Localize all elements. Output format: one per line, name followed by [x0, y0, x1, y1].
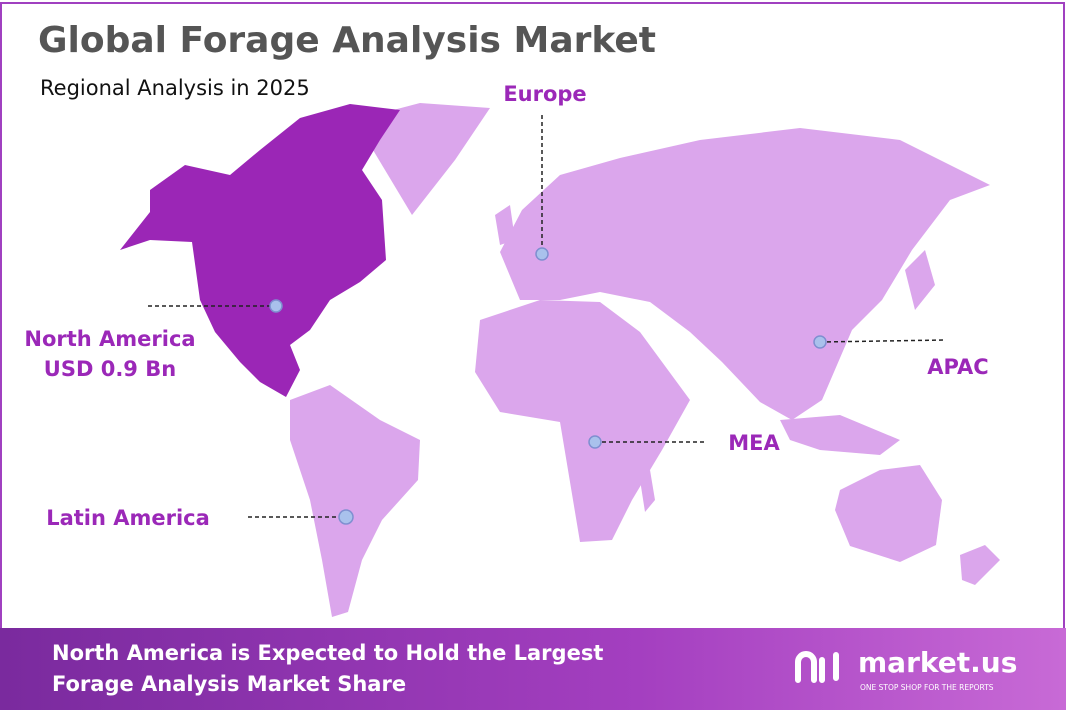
marker	[535, 247, 549, 261]
logo-tagline: ONE STOP SHOP FOR THE REPORTS	[860, 683, 994, 692]
greenland	[355, 103, 490, 215]
region-label: Latin America	[46, 506, 210, 530]
leader-lines	[148, 115, 946, 518]
region-label: Europe	[503, 82, 586, 106]
marker	[813, 335, 827, 349]
madagascar	[640, 470, 655, 512]
africa	[475, 300, 690, 542]
marker	[338, 509, 354, 525]
subtitle: Regional Analysis in 2025	[40, 76, 310, 100]
footer-text: North America is Expected to Hold the La…	[52, 641, 603, 665]
logo-name: market.us	[858, 646, 1017, 679]
title: Global Forage Analysis Market	[38, 20, 656, 61]
japan	[905, 250, 935, 310]
new-zealand	[960, 545, 1000, 585]
southeast-asia-islands	[780, 415, 900, 455]
australia	[835, 465, 942, 562]
british-isles	[495, 205, 515, 245]
region-label: MEA	[728, 431, 780, 455]
marker	[588, 435, 602, 449]
region-markers	[269, 247, 827, 525]
footer-band	[0, 628, 1066, 710]
marker	[269, 299, 283, 313]
region-value: USD 0.9 Bn	[44, 357, 176, 381]
region-label: North America	[24, 327, 195, 351]
south-america	[290, 385, 420, 617]
region-label: APAC	[927, 355, 988, 379]
footer-text: Forage Analysis Market Share	[52, 672, 406, 696]
north-america-region	[120, 104, 400, 397]
eurasia	[500, 128, 990, 420]
logo-mark	[795, 651, 839, 683]
world-map	[290, 103, 1000, 617]
